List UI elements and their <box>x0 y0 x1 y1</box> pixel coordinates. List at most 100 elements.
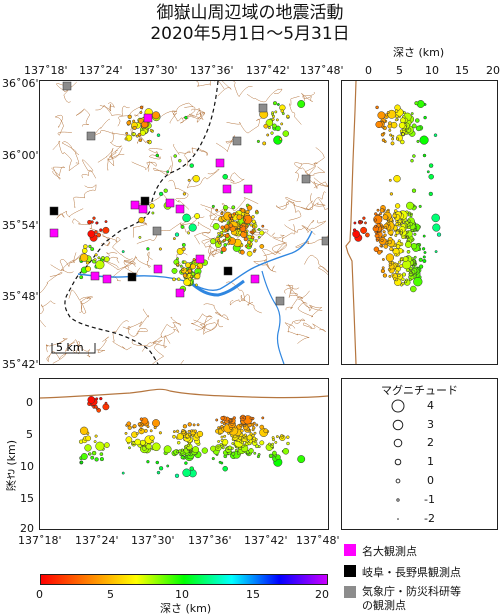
topography-profile <box>40 388 328 399</box>
epicenter <box>95 221 99 225</box>
contour-line <box>101 233 111 247</box>
contour-line <box>79 297 91 314</box>
lon-tick: 137˚48' <box>300 64 344 77</box>
epicenter <box>127 114 132 119</box>
station-marker <box>62 81 72 91</box>
hypocenter-ew <box>180 455 185 460</box>
hypocenter-ew <box>139 417 144 421</box>
hypocenter-ew <box>223 434 227 438</box>
hypocenter-ns <box>402 220 406 224</box>
hypocenter-ew <box>261 416 265 420</box>
epicenter <box>132 125 137 131</box>
hypocenter-ew <box>211 457 215 461</box>
epicenter <box>217 239 221 243</box>
epicenter <box>172 237 176 241</box>
hypocenter-ns <box>394 253 398 257</box>
contour-line <box>263 234 286 257</box>
hypocenter-ew <box>91 450 97 456</box>
epicenter <box>274 110 278 114</box>
epicenter <box>246 250 253 257</box>
epicenter <box>152 111 160 120</box>
contour-line <box>111 266 141 282</box>
hypocenter-ns <box>394 203 401 209</box>
hypocenter-ew <box>152 442 161 452</box>
station-marker <box>90 271 100 281</box>
contour-line <box>141 324 175 352</box>
hypocenter-ew <box>156 470 161 475</box>
contour-line <box>294 162 312 182</box>
hypocenter-ew <box>221 438 229 446</box>
lat-tick: 36˚00' <box>2 149 39 162</box>
hypocenter-ew <box>220 416 225 421</box>
hypocenter-ns <box>393 209 398 213</box>
ns-depth-section[interactable] <box>341 80 498 365</box>
prefecture-boundary <box>64 81 219 364</box>
station-marker <box>175 204 185 214</box>
epicenter <box>182 213 191 223</box>
gifu-nagano-station-swatch <box>344 565 356 577</box>
hypocenter-ns <box>381 258 385 261</box>
hypocenter-ns <box>388 274 392 278</box>
hypocenter-ns <box>377 111 386 120</box>
epicenter <box>166 170 170 174</box>
hypocenter-ns <box>390 141 395 146</box>
hypocenter-ns <box>362 216 366 220</box>
hypocenter-ew <box>232 416 236 420</box>
epicenter <box>138 235 142 239</box>
epicenter <box>185 262 191 268</box>
epicenter <box>245 209 250 215</box>
epicenter <box>146 140 150 144</box>
epicenter <box>125 131 129 135</box>
epicenter <box>81 248 88 254</box>
hypocenter-ns <box>413 232 417 236</box>
epicenter <box>249 223 253 227</box>
hypocenter-ew <box>286 441 290 446</box>
hypocenter-ew <box>80 453 88 460</box>
lon-tick: 137˚36' <box>188 534 232 547</box>
contour-line <box>96 336 110 353</box>
contour-line <box>284 219 315 233</box>
hypocenter-ew <box>84 444 92 452</box>
epicenter <box>132 132 136 136</box>
epicenter <box>224 233 230 239</box>
hypocenter-ew <box>174 473 180 478</box>
epicenter <box>121 250 125 254</box>
epicenter <box>87 230 96 238</box>
epicenter-map[interactable]: 5 km <box>39 80 329 365</box>
ew-depth-section[interactable] <box>39 378 329 530</box>
epicenter <box>249 230 253 234</box>
hypocenter-ns <box>353 221 357 225</box>
ns-section-hypocenters <box>352 100 442 293</box>
hypocenter-ns <box>401 132 405 136</box>
epicenter <box>297 100 306 108</box>
hypocenter-ns <box>391 134 395 138</box>
hypocenter-ns <box>387 240 392 245</box>
hypocenter-ns <box>431 213 440 223</box>
hypocenter-ew <box>196 423 200 427</box>
epicenter <box>79 275 84 280</box>
hypocenter-ew <box>155 460 160 465</box>
lon-tick: 137˚18' <box>18 534 62 547</box>
hypocenter-ns <box>379 244 383 248</box>
contour-line <box>40 300 56 328</box>
epicenter <box>220 251 224 254</box>
hypocenter-ns <box>389 192 394 196</box>
contour-line <box>301 220 326 235</box>
hypocenter-ns <box>394 109 399 113</box>
epicenter <box>259 230 265 236</box>
hypocenter-ew <box>163 445 172 454</box>
contour-line <box>303 322 327 332</box>
epicenter <box>275 125 281 132</box>
magnitude-circle-4 <box>391 399 405 413</box>
hypocenter-ns <box>374 224 378 228</box>
hypocenter-ns <box>400 258 404 262</box>
hypocenter-ew <box>143 428 148 433</box>
title-line-2: 2020年5月1日～5月31日 <box>150 24 350 44</box>
depth-tick: 10 <box>425 64 439 77</box>
hypocenter-ns <box>380 132 385 137</box>
hypocenter-ns <box>375 238 379 242</box>
epicenter <box>101 256 105 260</box>
epicenter <box>245 224 249 228</box>
hypocenter-ew <box>104 401 108 405</box>
hypocenter-ew <box>187 429 191 433</box>
